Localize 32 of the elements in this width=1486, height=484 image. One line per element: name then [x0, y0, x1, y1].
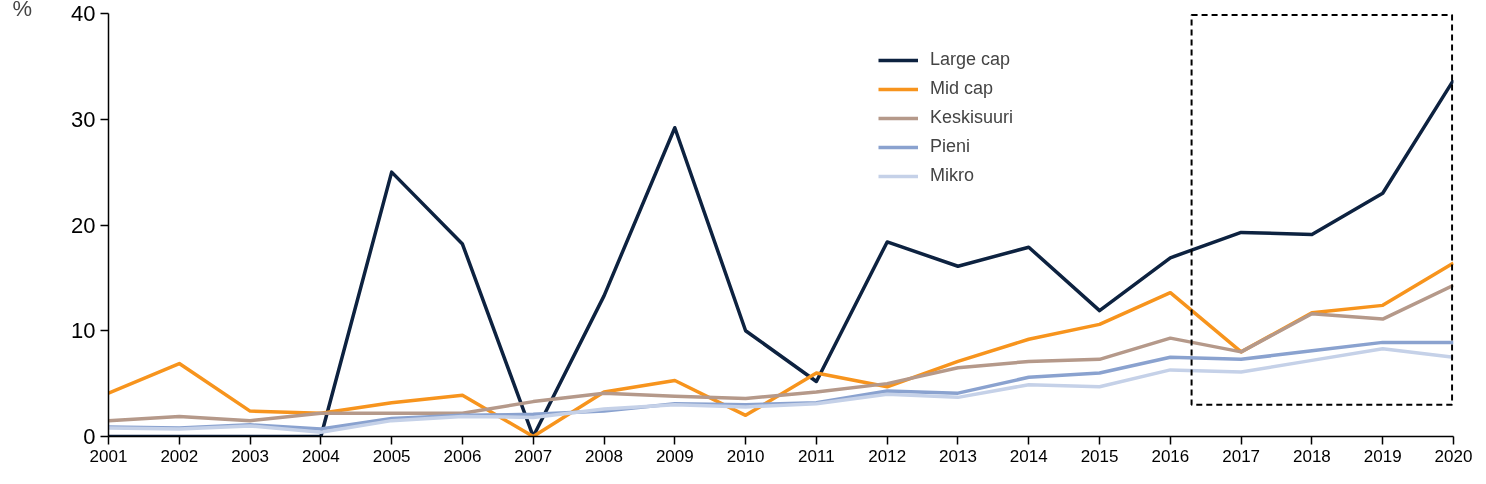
- x-tick-label: 2013: [939, 446, 977, 466]
- x-tick-label: 2007: [514, 446, 553, 466]
- legend-label: Large cap: [930, 49, 1011, 70]
- x-tick-label: 2002: [160, 446, 199, 466]
- legend-label: Pieni: [930, 136, 971, 157]
- x-tick-label: 2014: [1009, 446, 1048, 466]
- x-tick-label: 2017: [1222, 446, 1261, 466]
- x-tick-label: 2011: [798, 446, 835, 466]
- x-tick-label: 2006: [443, 446, 482, 466]
- y-tick-label: 20: [71, 212, 96, 238]
- y-tick-label: 40: [71, 1, 96, 26]
- line-series: [108, 283, 1454, 423]
- legend-label: Keskisuuri: [930, 107, 1014, 128]
- x-tick-label: 2012: [868, 446, 907, 466]
- x-tick-label: 2020: [1434, 446, 1473, 466]
- y-tick-label: 0: [83, 424, 96, 449]
- x-tick-label: 2009: [655, 446, 694, 466]
- legend-label: Mikro: [930, 165, 974, 186]
- x-tick-label: 2016: [1151, 446, 1190, 466]
- x-tick-label: 2004: [301, 446, 340, 466]
- y-axis-title: %: [12, 0, 33, 21]
- y-tick-label: 10: [71, 318, 96, 344]
- x-tick-label: 2001: [89, 446, 128, 466]
- x-tick-label: 2010: [726, 446, 765, 466]
- x-tick-label: 2015: [1080, 446, 1119, 466]
- x-tick-label: 2019: [1363, 446, 1402, 466]
- x-tick-label: 2003: [231, 446, 269, 466]
- x-tick-label: 2008: [585, 446, 623, 466]
- x-tick-label: 2005: [372, 446, 411, 466]
- y-tick-label: 30: [71, 106, 96, 132]
- x-tick-label: 2018: [1293, 446, 1331, 466]
- legend-label: Mid cap: [930, 78, 994, 99]
